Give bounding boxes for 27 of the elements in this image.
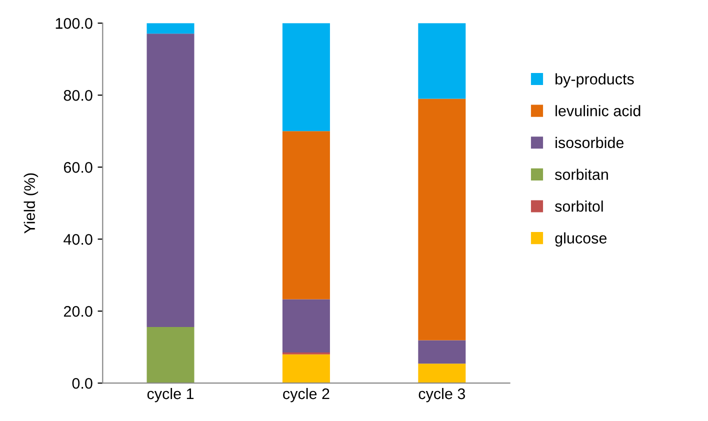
bar (418, 340, 466, 364)
bar (282, 354, 330, 384)
x-tick-label: cycle 2 (283, 388, 330, 402)
y-tick-label: 100.0 (56, 18, 92, 29)
x-tick-label: cycle 3 (418, 388, 466, 402)
y-tick-label: 0.0 (72, 378, 92, 389)
x-tick-label: cycle 1 (147, 388, 194, 402)
legend-label: sorbitol (554, 200, 603, 212)
legend-label: sorbitan (554, 168, 608, 180)
y-tick-label: 40.0 (64, 234, 92, 245)
legend-label: isosorbide (556, 136, 624, 148)
legend-label: by-products (556, 73, 634, 88)
legend-label: levulinic acid (556, 105, 640, 116)
bar (282, 23, 330, 132)
y-tick-label: 80.0 (64, 90, 92, 101)
y-tick-label: 60.0 (64, 162, 92, 173)
bar (282, 299, 330, 353)
legend-label: glucose (555, 232, 607, 247)
bar (282, 131, 330, 300)
y-axis-title: Yield (%) (24, 173, 38, 234)
bar (146, 34, 194, 327)
y-tick-label: 20.0 (64, 306, 92, 317)
bar (418, 98, 466, 340)
bar (146, 326, 194, 384)
bar (146, 23, 194, 34)
bar (418, 364, 466, 384)
bar (418, 23, 466, 99)
